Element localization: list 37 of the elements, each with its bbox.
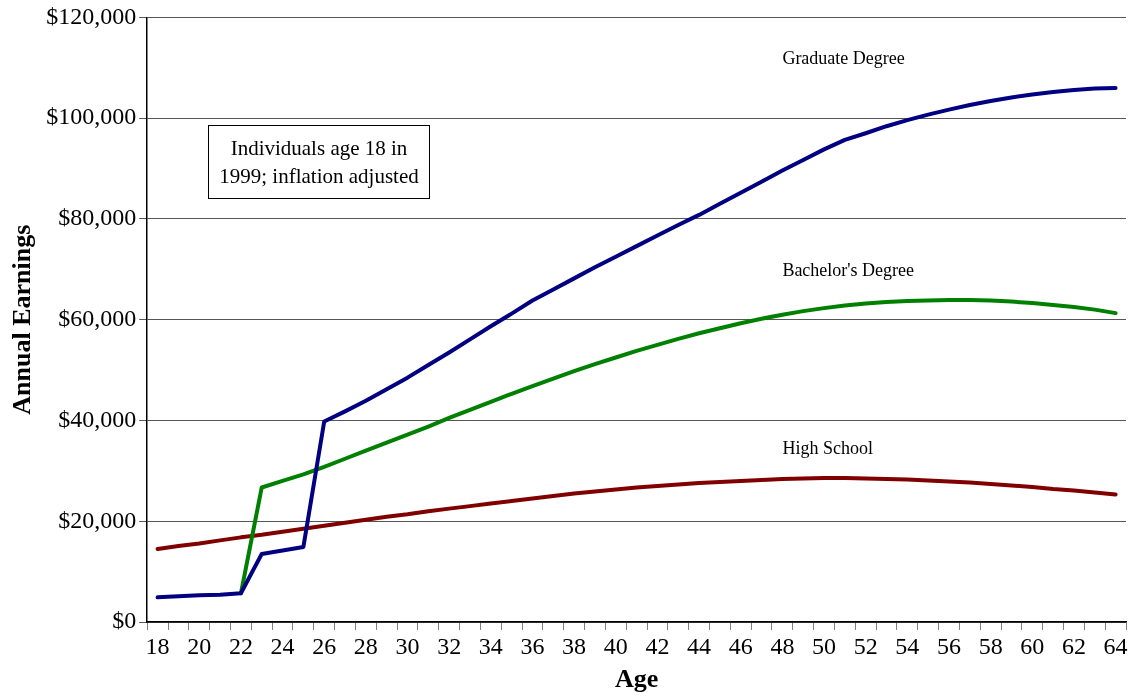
y-tick-label: $0 bbox=[112, 607, 137, 634]
x-tick-label: 48 bbox=[770, 632, 795, 659]
y-tick-label: $40,000 bbox=[58, 405, 137, 432]
text: Graduate Degree bbox=[782, 47, 905, 68]
x-tick-label: 44 bbox=[687, 632, 712, 659]
x-tick-label: 22 bbox=[228, 632, 253, 659]
x-tick-label: 32 bbox=[437, 632, 462, 659]
x-tick-label: 56 bbox=[936, 632, 961, 659]
series-label: High School bbox=[782, 437, 873, 458]
y-tick-label: $60,000 bbox=[58, 305, 137, 331]
x-tick-label: 64 bbox=[1103, 632, 1128, 659]
x-tick-label: 26 bbox=[312, 632, 337, 659]
x-tick-label: 62 bbox=[1061, 632, 1086, 659]
x-tick-label: 24 bbox=[270, 632, 295, 659]
series-label: Bachelor's Degree bbox=[782, 260, 915, 281]
x-tick-label: 28 bbox=[353, 632, 378, 659]
x-tick-label: 20 bbox=[187, 632, 212, 659]
x-tick-label: 40 bbox=[603, 632, 628, 659]
annotation: Individuals age 18 in 1999; inflation adjusted bbox=[208, 125, 430, 199]
x-tick-label: 30 bbox=[395, 632, 420, 659]
x-tick-label: 42 bbox=[645, 632, 670, 659]
x-tick-label: 50 bbox=[812, 632, 837, 659]
x-tick-label: 46 bbox=[728, 632, 753, 659]
x-axis-title: Age bbox=[614, 664, 659, 694]
x-tick-label: 60 bbox=[1020, 632, 1045, 659]
y-tick-label: $100,000 bbox=[46, 103, 137, 130]
y-axis-title: Annual Earnings bbox=[7, 224, 37, 415]
x-tick-label: 34 bbox=[478, 632, 503, 659]
y-tick-label: $80,000 bbox=[58, 204, 137, 231]
x-tick-label: 38 bbox=[562, 632, 587, 659]
y-tick-label: $120,000 bbox=[46, 2, 137, 29]
x-tick-label: 54 bbox=[895, 632, 920, 659]
x-tick-label: 52 bbox=[853, 632, 878, 659]
y-tick-label: $20,000 bbox=[58, 506, 137, 533]
x-tick-label: 58 bbox=[978, 632, 1003, 659]
x-tick-label: 18 bbox=[145, 632, 170, 659]
x-tick-label: 36 bbox=[520, 632, 545, 659]
